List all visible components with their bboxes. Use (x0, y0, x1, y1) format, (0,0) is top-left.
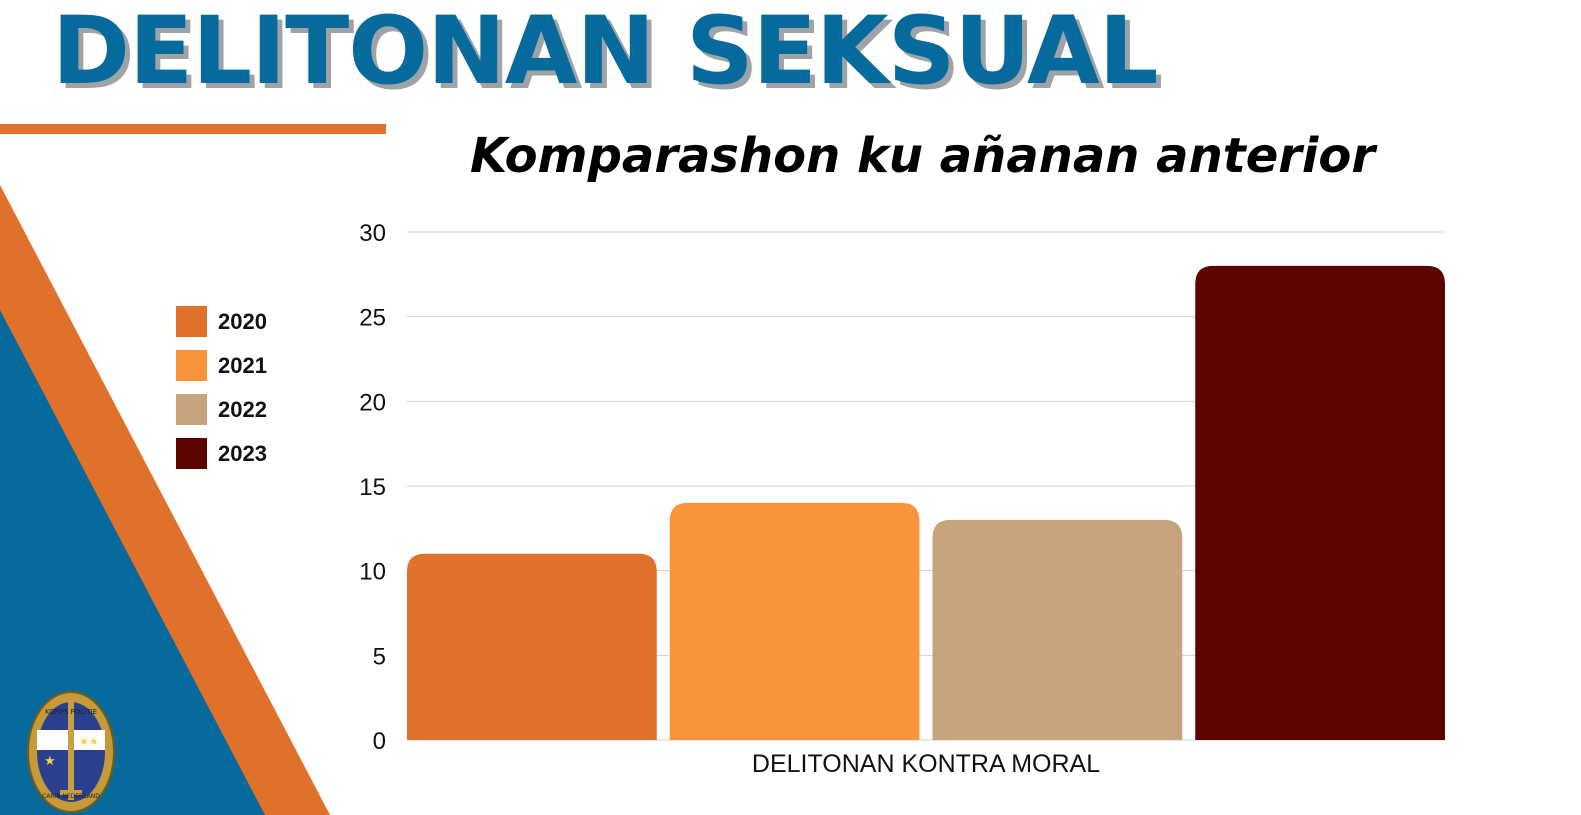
x-category-label: DELITONAN KONTRA MORAL (752, 750, 1100, 778)
badge-text-top: KORPS POLITIE (45, 708, 97, 716)
left-decoration (0, 185, 330, 815)
legend-label: 2022 (218, 397, 267, 422)
legend-swatch (176, 438, 207, 469)
chart-subtitle: Komparashon ku añanan anterior (470, 128, 1376, 184)
legend-swatch (176, 350, 207, 381)
bar-2023 (1195, 265, 1445, 740)
y-tick-label: 5 (373, 643, 386, 670)
y-tick-label: 0 (373, 728, 386, 755)
blue-panel (0, 310, 265, 815)
title-underline (0, 124, 386, 134)
badge-sword-guard (60, 790, 82, 795)
police-badge-logo: ★ ★★ KORPS POLITIE CARIB NEDERLAND (27, 691, 115, 813)
y-tick-label: 20 (359, 389, 386, 416)
y-tick-label: 10 (359, 559, 386, 586)
legend-label: 2023 (218, 441, 267, 466)
badge-text-bottom: CARIB NEDERLAND (42, 793, 100, 800)
bar-2021 (669, 502, 920, 740)
y-tick-label: 15 (359, 474, 386, 501)
badge-sword (68, 700, 74, 800)
main-title: DELITONAN SEKSUAL (52, 0, 1158, 106)
legend-swatch (176, 394, 207, 425)
badge-star-left: ★ (44, 754, 56, 769)
legend-swatch (176, 306, 207, 337)
legend-label: 2020 (218, 309, 267, 334)
y-tick-label: 25 (359, 305, 386, 332)
bar-2022 (932, 519, 1183, 740)
legend-label: 2021 (218, 353, 267, 378)
badge-stars-right: ★★ (79, 735, 99, 748)
y-tick-label: 30 (359, 220, 386, 247)
bar-2020 (407, 553, 657, 740)
